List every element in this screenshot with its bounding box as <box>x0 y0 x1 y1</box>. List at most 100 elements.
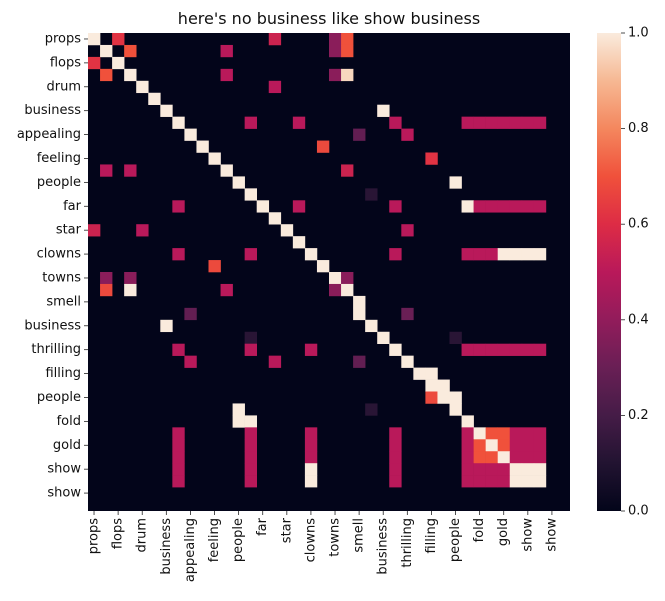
heatmap-cell <box>172 451 185 464</box>
heatmap-cell <box>244 331 257 344</box>
heatmap-cell <box>497 451 511 464</box>
heatmap-cell <box>329 33 342 46</box>
x-tick-label: business <box>159 518 174 575</box>
heatmap-cell <box>497 463 511 476</box>
x-tick-label: appealing <box>183 518 198 582</box>
heatmap-cell <box>136 224 149 237</box>
heatmap-cell <box>533 343 547 356</box>
y-tick-label: show <box>47 486 81 501</box>
heatmap-cell <box>485 463 498 476</box>
heatmap-cell <box>449 403 462 416</box>
heatmap-cell <box>389 248 402 261</box>
heatmap-cell <box>292 236 306 249</box>
heatmap-cell <box>473 463 486 476</box>
colorbar <box>597 33 621 511</box>
heatmap-cell <box>461 463 474 476</box>
heatmap-cell <box>473 116 486 129</box>
y-tick-label: props <box>45 31 82 46</box>
heatmap-cell <box>232 415 245 428</box>
heatmap-cell <box>353 307 366 321</box>
heatmap-cell <box>341 44 354 58</box>
heatmap-cell <box>473 439 486 452</box>
heatmap-cell <box>244 116 257 129</box>
heatmap-cell <box>377 104 390 117</box>
heatmap-cell <box>304 248 318 261</box>
heatmap-cell <box>172 116 185 129</box>
heatmap-cell <box>461 200 474 213</box>
heatmap-cell <box>437 391 450 404</box>
heatmap-cell <box>184 355 197 368</box>
heatmap-cell <box>244 475 257 488</box>
heatmap-cell <box>220 283 233 297</box>
heatmap-cell <box>485 248 498 261</box>
x-axis-labels: props flops drum business appealing feeling pe… <box>87 511 559 582</box>
y-tick-label: fold <box>57 414 81 429</box>
heatmap-cells <box>88 33 570 511</box>
heatmap-cell <box>136 80 149 94</box>
heatmap-cell <box>509 451 523 464</box>
heatmap-cell <box>485 439 498 452</box>
heatmap-cell <box>509 475 523 488</box>
heatmap-cell <box>401 128 414 141</box>
heatmap-cell <box>389 116 402 129</box>
x-tick-label: drum <box>135 518 150 553</box>
y-tick-label: feeling <box>37 151 81 166</box>
y-tick-label: clowns <box>37 247 82 262</box>
heatmap-cell <box>244 343 257 356</box>
heatmap-cell <box>88 56 101 70</box>
heatmap-cell <box>124 68 137 82</box>
heatmap-cell <box>497 475 511 488</box>
heatmap-cell <box>100 164 113 177</box>
x-tick-label: people <box>231 518 246 562</box>
heatmap-cell <box>461 248 474 261</box>
heatmap-cell <box>425 367 438 380</box>
heatmap-cell <box>244 188 257 201</box>
heatmap-cell <box>377 331 390 344</box>
heatmap-cell <box>521 451 535 464</box>
heatmap-cell <box>124 283 137 297</box>
x-tick-label: smell <box>352 518 367 553</box>
x-tick-label: show <box>520 518 535 552</box>
x-tick-label: fold <box>472 518 487 542</box>
heatmap-cell <box>304 439 318 452</box>
heatmap-cell <box>533 475 547 488</box>
heatmap-cell <box>88 33 101 46</box>
heatmap-cell <box>449 331 462 344</box>
heatmap-cell <box>437 379 450 392</box>
heatmap-cell <box>280 224 294 237</box>
heatmap-cell <box>112 56 125 70</box>
heatmap-cell <box>485 200 498 213</box>
heatmap-cell <box>124 272 137 285</box>
heatmap-cell <box>389 427 402 440</box>
colorbar-tick-label: 0.8 <box>628 121 649 136</box>
heatmap-cell <box>268 80 282 94</box>
heatmap-cell <box>461 475 474 488</box>
heatmap-cell <box>473 343 486 356</box>
heatmap-cell <box>521 427 535 440</box>
heatmap-cell <box>220 164 233 177</box>
heatmap-cell <box>304 475 318 488</box>
heatmap-cell <box>304 451 318 464</box>
heatmap-cell <box>509 439 523 452</box>
y-tick-label: smell <box>46 294 81 309</box>
heatmap-cell <box>449 391 462 404</box>
heatmap-cell <box>521 343 535 356</box>
heatmap-cell <box>172 427 185 440</box>
heatmap-cell <box>244 439 257 452</box>
heatmap-cell <box>124 44 137 58</box>
heatmap-cell <box>292 200 306 213</box>
x-tick-label: towns <box>328 518 343 557</box>
heatmap-cell <box>112 33 125 46</box>
heatmap-cell <box>389 439 402 452</box>
x-tick-label: star <box>279 517 294 543</box>
heatmap-cell <box>473 427 486 440</box>
heatmap-cell <box>196 140 209 153</box>
heatmap-cell <box>401 307 414 321</box>
heatmap-cell <box>184 307 197 321</box>
heatmap-cell <box>485 451 498 464</box>
heatmap-cell <box>473 200 486 213</box>
y-tick-label: far <box>63 199 82 214</box>
heatmap-cell <box>220 44 233 58</box>
y-tick-label: thrilling <box>31 342 81 357</box>
